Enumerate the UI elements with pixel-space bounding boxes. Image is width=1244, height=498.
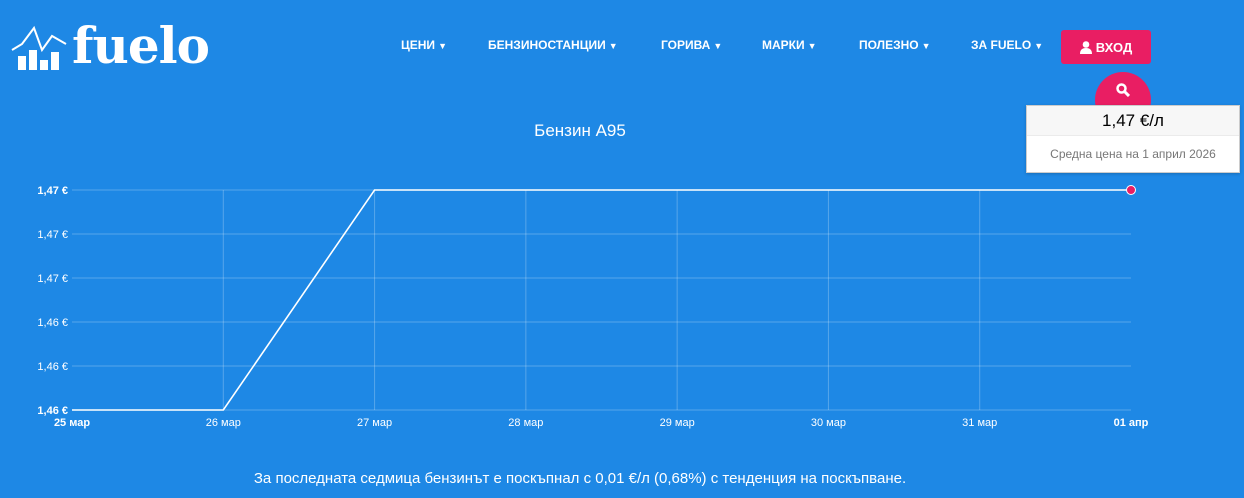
chart-title: Бензин A95 xyxy=(534,121,626,140)
nav-useful[interactable]: ПОЛЕЗНО ▼ xyxy=(859,38,931,52)
fuelo-logo[interactable]: fuelo xyxy=(10,16,220,75)
nav-label: ЦЕНИ xyxy=(401,38,436,52)
login-button[interactable]: ВХОД xyxy=(1061,30,1151,64)
x-tick-label: 25 мар xyxy=(54,417,90,429)
tooltip-label: Средна цена на 1 април 2026 xyxy=(1050,147,1216,161)
x-tick-label: 26 мар xyxy=(206,417,241,429)
nav-label: БЕНЗИНОСТАНЦИИ xyxy=(488,38,606,52)
logo-text: fuelo xyxy=(72,16,210,75)
nav-prices[interactable]: ЦЕНИ ▼ xyxy=(401,38,447,52)
nav-label: ГОРИВА xyxy=(661,38,711,52)
y-tick-label: 1,47 € xyxy=(37,185,68,197)
user-icon xyxy=(1079,40,1092,54)
caret-down-icon: ▼ xyxy=(921,41,931,51)
caret-down-icon: ▼ xyxy=(807,41,817,51)
nav-stations[interactable]: БЕНЗИНОСТАНЦИИ ▼ xyxy=(488,38,618,52)
nav-label: ПОЛЕЗНО xyxy=(859,38,919,52)
logo-chart-icon xyxy=(11,25,67,70)
search-icon xyxy=(1116,83,1130,97)
caret-down-icon: ▼ xyxy=(1034,41,1044,51)
main-nav: ЦЕНИ ▼ БЕНЗИНОСТАНЦИИ ▼ ГОРИВА ▼ МАРКИ ▼ ПОЛ… xyxy=(0,38,1244,58)
x-tick-label: 28 мар xyxy=(508,417,543,429)
y-tick-label: 1,46 € xyxy=(37,405,68,417)
nav-about[interactable]: ЗА FUELO ▼ xyxy=(971,38,1043,52)
highlighted-point xyxy=(1126,185,1136,195)
x-tick-label: 31 мар xyxy=(962,417,997,429)
caret-down-icon: ▼ xyxy=(438,41,447,51)
chart-tooltip: 1,47 €/л Средна цена на 1 април 2026 xyxy=(1026,105,1240,173)
nav-brands[interactable]: МАРКИ ▼ xyxy=(762,38,817,52)
y-tick-label: 1,47 € xyxy=(37,273,68,285)
x-tick-label: 01 апр xyxy=(1114,417,1149,429)
tooltip-value: 1,47 €/л xyxy=(1027,106,1239,136)
caret-down-icon: ▼ xyxy=(608,41,618,51)
trend-summary: За последната седмица бензинът е поскъпн… xyxy=(253,470,907,487)
y-tick-label: 1,46 € xyxy=(37,361,68,373)
nav-label: МАРКИ xyxy=(762,38,805,52)
caret-down-icon: ▼ xyxy=(713,41,723,51)
login-label: ВХОД xyxy=(1095,39,1133,55)
x-tick-label: 27 мар xyxy=(357,417,392,429)
price-line-chart: 1,46 € 1,46 € 1,46 € 1,47 € 1,47 € 1,47 € 25 м… xyxy=(37,185,1149,429)
nav-label: ЗА FUELO xyxy=(971,38,1032,52)
series-line xyxy=(72,189,1131,411)
y-tick-label: 1,46 € xyxy=(37,317,68,329)
nav-fuels[interactable]: ГОРИВА ▼ xyxy=(661,38,722,52)
x-tick-label: 29 мар xyxy=(660,417,695,429)
y-tick-label: 1,47 € xyxy=(37,229,68,241)
x-tick-label: 30 мар xyxy=(811,417,846,429)
